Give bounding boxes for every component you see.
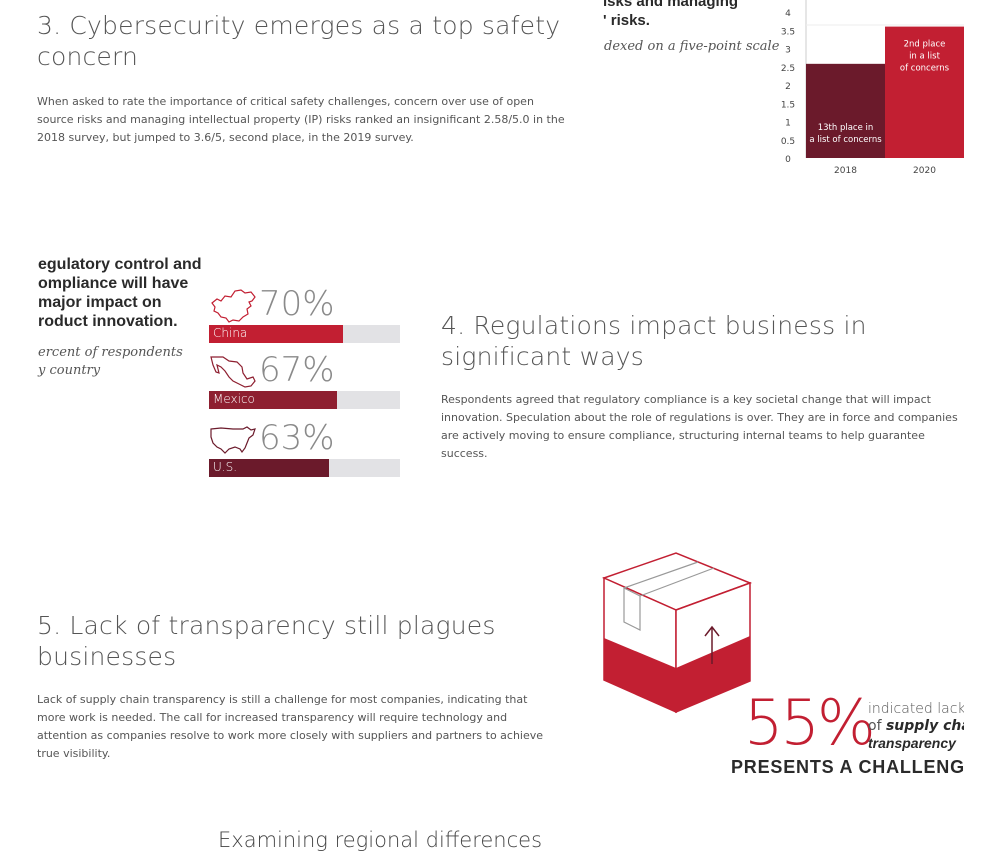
stat-caption-of: of	[868, 718, 886, 734]
y-tick-label: 0.5	[781, 137, 795, 147]
y-tick-label: 0	[785, 155, 791, 165]
challenge-banner: PRESENTS A CHALLENGE	[731, 757, 978, 777]
mexico-percentage: 67%	[259, 350, 335, 390]
usa-bar-fill	[209, 459, 330, 477]
regulatory-title-line: egulatory control and	[38, 256, 202, 273]
section3-body: When asked to rate the importance of cri…	[37, 95, 565, 144]
section5-body: Lack of supply chain transparency is sti…	[37, 693, 544, 760]
bar-2018	[806, 63, 885, 158]
bar-2020	[885, 26, 964, 158]
section3-title: 3. Cybersecurity emerges as a top safety…	[37, 11, 561, 71]
stat-caption-emphasis: supply chain	[885, 718, 986, 734]
regulatory-subtitle-line: ercent of respondents	[38, 345, 183, 360]
bar-annotation: 13th place in a list of concerns	[809, 123, 882, 145]
viewport-clip	[964, 680, 1008, 790]
country-stat-usa: 63% U.S.	[209, 418, 400, 477]
chart-subtitle: dexed on a five-point scale	[604, 39, 780, 54]
chart-title-line1: isks and managing	[603, 0, 739, 10]
y-tick-label: 4	[785, 9, 791, 19]
section5-title: 5. Lack of transparency still plagues bu…	[37, 611, 496, 671]
transparency-stat-value: 55%	[744, 686, 876, 759]
china-map-icon	[211, 289, 256, 323]
usa-percentage: 63%	[259, 418, 335, 458]
x-tick-label: 2020	[913, 166, 936, 176]
china-bar-track: China	[209, 325, 400, 343]
bar-annotation: 2nd place in a list of concerns	[900, 40, 950, 74]
y-tick-label: 2.5	[781, 64, 795, 74]
china-percentage: 70%	[259, 284, 335, 324]
y-tick-label: 1	[785, 119, 791, 129]
usa-label: U.S.	[213, 460, 238, 474]
mexico-map-icon	[210, 356, 256, 388]
regulatory-title-line: ompliance will have	[38, 275, 189, 292]
usa-bar-track: U.S.	[209, 459, 400, 477]
score-bar-chart: 0 0.5 1 1.5 2 2.5 3 3.5 4 2018 13th place in a list…	[781, 0, 964, 176]
y-tick-label: 3.5	[781, 27, 795, 37]
country-stat-mexico: 67% Mexico	[209, 350, 400, 409]
stat-caption-line3: transparency	[868, 735, 956, 751]
section4-title: 4. Regulations impact business in signif…	[441, 311, 867, 371]
mexico-bar-fill	[209, 391, 337, 409]
china-bar-fill	[209, 325, 343, 343]
regulatory-title: egulatory control and ompliance will hav…	[38, 255, 218, 331]
y-tick-label: 2	[785, 82, 791, 92]
y-tick-label: 1.5	[781, 100, 795, 110]
regulatory-title-line: roduct innovation.	[38, 313, 178, 330]
shipping-box-icon	[601, 552, 753, 714]
section4-body: Respondents agreed that regulatory compl…	[441, 393, 958, 460]
regional-heading: Examining regional differences	[218, 828, 543, 852]
mexico-label: Mexico	[213, 392, 255, 406]
mexico-bar-track: Mexico	[209, 391, 400, 409]
country-stat-china: 70% China	[209, 284, 400, 343]
regulatory-subtitle: ercent of respondents y country	[38, 344, 183, 380]
china-label: China	[213, 326, 248, 340]
regulatory-subtitle-line: y country	[38, 363, 101, 378]
chart-title: isks and managing ' risks.	[603, 0, 773, 30]
y-tick-label: 3	[785, 46, 791, 56]
stat-caption-line1: indicated lack	[868, 701, 966, 717]
usa-map-icon	[210, 426, 256, 454]
x-tick-label: 2018	[834, 166, 857, 176]
chart-title-line2: ' risks.	[603, 12, 650, 29]
stat-caption-line2: of supply chain	[868, 718, 986, 734]
regulatory-title-line: major impact on	[38, 294, 162, 311]
